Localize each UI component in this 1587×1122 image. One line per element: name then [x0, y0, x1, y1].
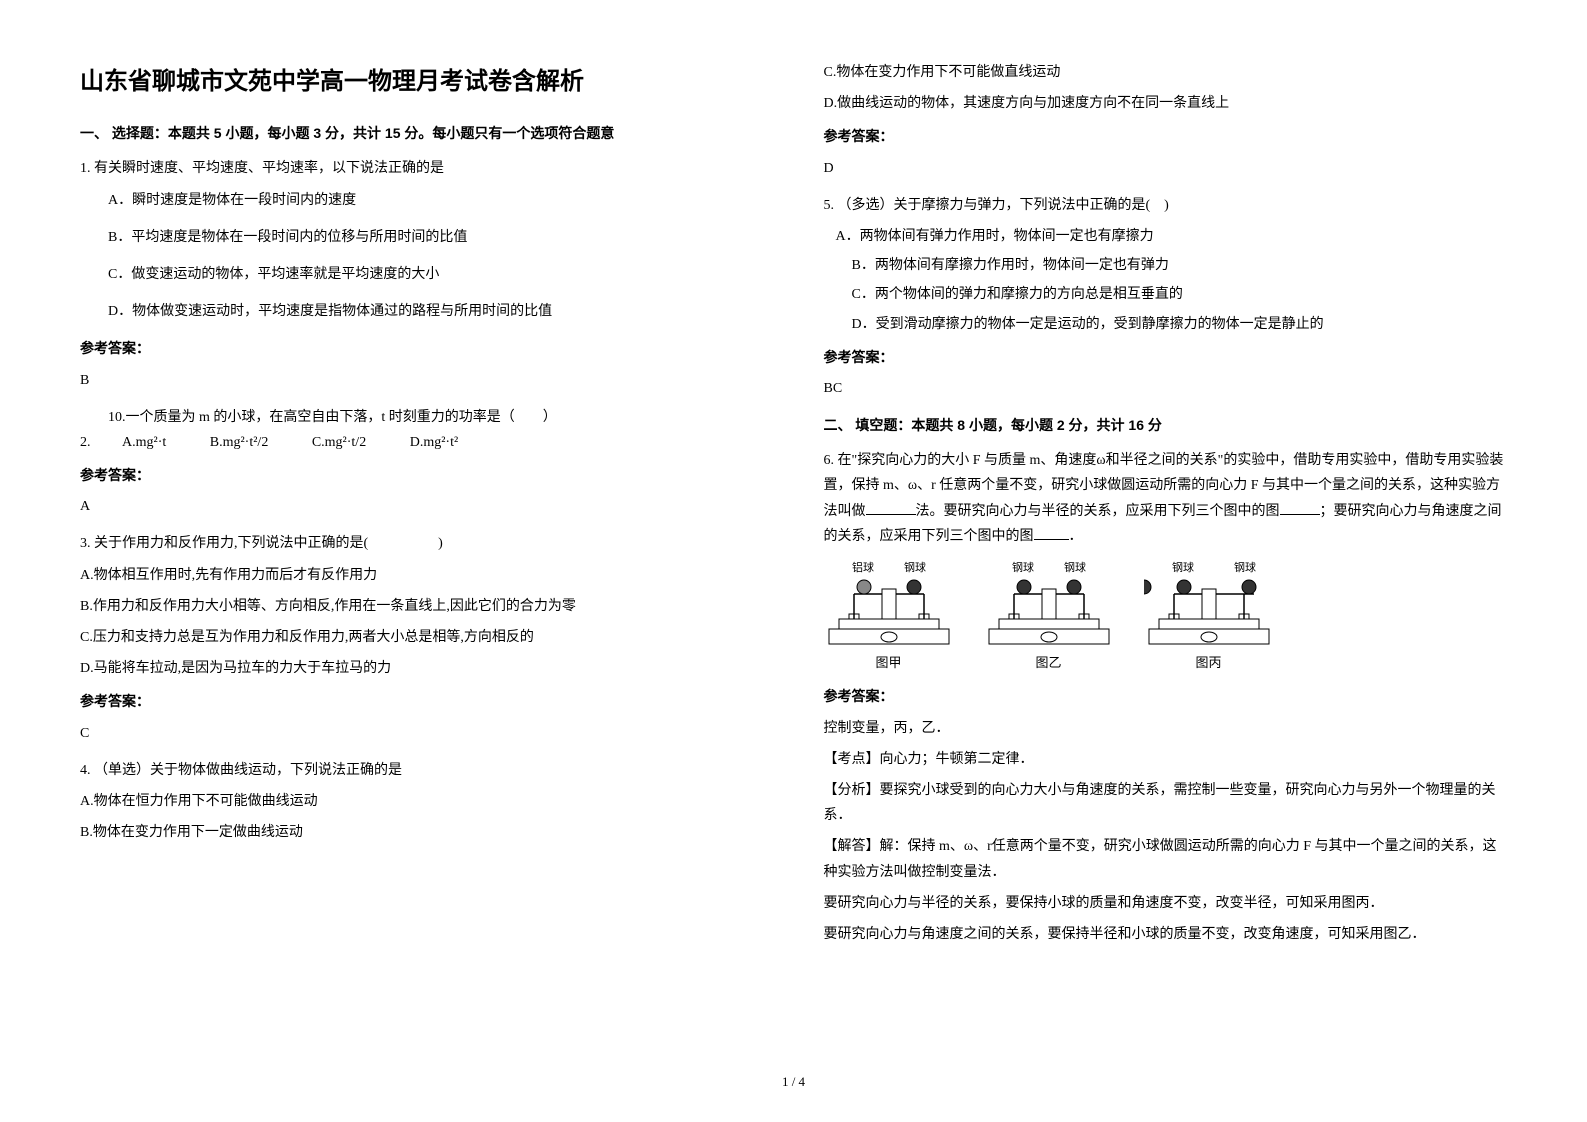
jieda-text1: 解：保持 m、ω、r任意两个量不变，研究小球做圆运动所需的向心力 F 与其中一个…	[824, 839, 1497, 879]
q6-stem-p4: ．	[1069, 529, 1083, 544]
figure-bing: 钢球 钢球 图丙	[1144, 559, 1274, 674]
q4-option-a: A.物体在恒力作用下不可能做曲线运动	[80, 789, 764, 814]
blank-3	[1034, 539, 1069, 540]
q1-option-b: B．平均速度是物体在一段时间内的位移与所用时间的比值	[108, 225, 764, 250]
q6-stem: 6. 在"探究向心力的大小 F 与质量 m、角速度ω和半径之间的关系"的实验中，…	[824, 448, 1508, 549]
blank-2	[1280, 514, 1320, 515]
section1-header: 一、 选择题：本题共 5 小题，每小题 3 分，共计 15 分。每小题只有一个选…	[80, 121, 764, 146]
q3-option-c: C.压力和支持力总是互为作用力和反作用力,两者大小总是相等,方向相反的	[80, 625, 764, 650]
svg-text:铝球: 铝球	[852, 560, 874, 574]
q2-inner-stem: 10.一个质量为 m 的小球，在高空自由下落，t 时刻重力的功率是（ ）	[108, 405, 764, 430]
apparatus-icon-2: 钢球 钢球	[984, 559, 1114, 649]
q5-option-b: B．两物体间有摩擦力作用时，物体间一定也有弹力	[852, 253, 1508, 278]
figure-jia: 铝球 钢球 图甲	[824, 559, 954, 674]
q4-option-d: D.做曲线运动的物体，其速度方向与加速度方向不在同一条直线上	[824, 91, 1508, 116]
q2-options: A.mg²·t B.mg²·t²/2 C.mg²·t/2 D.mg²·t²	[122, 435, 498, 450]
blank-1	[866, 514, 916, 515]
q5-answer: BC	[824, 376, 1508, 401]
figure-yi: 钢球 钢球 图乙	[984, 559, 1114, 674]
q6-answer-label: 参考答案：	[824, 684, 1508, 709]
q4-answer: D	[824, 156, 1508, 181]
q5-option-a: A．两物体间有弹力作用时，物体间一定也有摩擦力	[836, 224, 1508, 249]
left-column: 山东省聊城市文苑中学高一物理月考试卷含解析 一、 选择题：本题共 5 小题，每小…	[80, 60, 764, 1060]
q2-answer: A	[80, 494, 764, 519]
q3-answer-label: 参考答案：	[80, 689, 764, 714]
figure-row: 铝球 钢球 图甲	[824, 559, 1508, 674]
question-6: 6. 在"探究向心力的大小 F 与质量 m、角速度ω和半径之间的关系"的实验中，…	[824, 448, 1508, 947]
apparatus-icon-3: 钢球 钢球	[1144, 559, 1274, 649]
exam-page: 山东省聊城市文苑中学高一物理月考试卷含解析 一、 选择题：本题共 5 小题，每小…	[80, 60, 1507, 1060]
q5-answer-label: 参考答案：	[824, 345, 1508, 370]
q2-option-c: C.mg²·t/2	[312, 430, 366, 455]
q6-stem-p2: 法。要研究向心力与半径的关系，应采用下列三个图中的图	[916, 504, 1280, 519]
q2-number: 2.	[80, 430, 91, 455]
q4-option-c: C.物体在变力作用下不可能做直线运动	[824, 60, 1508, 85]
fenxi-label: 【分析】	[824, 783, 880, 798]
q3-stem: 3. 关于作用力和反作用力,下列说法中正确的是( )	[80, 531, 764, 556]
q1-option-a: A．瞬时速度是物体在一段时间内的速度	[108, 188, 764, 213]
q3-option-d: D.马能将车拉动,是因为马拉车的力大于车拉马的力	[80, 656, 764, 681]
q4-option-b: B.物体在变力作用下一定做曲线运动	[80, 820, 764, 845]
caption-yi: 图乙	[1035, 651, 1061, 674]
svg-text:钢球: 钢球	[1172, 560, 1194, 574]
fenxi-text: 要探究小球受到的向心力大小与角速度的关系，需控制一些变量，研究向心力与另外一个物…	[824, 783, 1496, 823]
question-5: 5. （多选）关于摩擦力与弹力，下列说法中正确的是( ) A．两物体间有弹力作用…	[824, 193, 1508, 401]
q4-answer-label: 参考答案：	[824, 124, 1508, 149]
q1-answer: B	[80, 368, 764, 393]
question-1: 1. 有关瞬时速度、平均速度、平均速率，以下说法正确的是 A．瞬时速度是物体在一…	[80, 156, 764, 392]
apparatus-icon-1: 铝球 钢球	[824, 559, 954, 649]
q3-answer: C	[80, 721, 764, 746]
q5-option-d: D．受到滑动摩擦力的物体一定是运动的，受到静摩擦力的物体一定是静止的	[852, 312, 1508, 337]
q1-option-d: D．物体做变速运动时，平均速度是指物体通过的路程与所用时间的比值	[108, 299, 764, 324]
q6-jieda-1: 【解答】解：保持 m、ω、r任意两个量不变，研究小球做圆运动所需的向心力 F 与…	[824, 834, 1508, 884]
page-number: 1 / 4	[80, 1070, 1507, 1093]
q5-stem: 5. （多选）关于摩擦力与弹力，下列说法中正确的是( )	[824, 193, 1508, 218]
q2-option-b: B.mg²·t²/2	[210, 430, 269, 455]
question-4-part1: 4. （单选）关于物体做曲线运动，下列说法正确的是 A.物体在恒力作用下不可能做…	[80, 758, 764, 846]
question-2: 10.一个质量为 m 的小球，在高空自由下落，t 时刻重力的功率是（ ） 2. …	[80, 405, 764, 520]
q6-jieda-2: 要研究向心力与半径的关系，要保持小球的质量和角速度不变，改变半径，可知采用图丙．	[824, 891, 1508, 916]
q3-option-b: B.作用力和反作用力大小相等、方向相反,作用在一条直线上,因此它们的合力为零	[80, 594, 764, 619]
q1-stem: 1. 有关瞬时速度、平均速度、平均速率，以下说法正确的是	[80, 156, 764, 181]
q1-option-c: C．做变速运动的物体，平均速率就是平均速度的大小	[108, 262, 764, 287]
jieda-label: 【解答】	[824, 839, 880, 854]
q6-answer: 控制变量，丙，乙．	[824, 716, 1508, 741]
q5-option-c: C．两个物体间的弹力和摩擦力的方向总是相互垂直的	[852, 282, 1508, 307]
q2-answer-label: 参考答案：	[80, 463, 764, 488]
q1-answer-label: 参考答案：	[80, 336, 764, 361]
q3-option-a: A.物体相互作用时,先有作用力而后才有反作用力	[80, 563, 764, 588]
right-column: C.物体在变力作用下不可能做直线运动 D.做曲线运动的物体，其速度方向与加速度方…	[824, 60, 1508, 1060]
kaodian-label: 【考点】	[824, 752, 880, 767]
q6-jieda-3: 要研究向心力与角速度之间的关系，要保持半径和小球的质量不变，改变角速度，可知采用…	[824, 922, 1508, 947]
q6-fenxi: 【分析】要探究小球受到的向心力大小与角速度的关系，需控制一些变量，研究向心力与另…	[824, 778, 1508, 828]
q2-option-a: A.mg²·t	[122, 430, 166, 455]
svg-text:钢球: 钢球	[1234, 560, 1256, 574]
svg-text:钢球: 钢球	[1064, 560, 1086, 574]
caption-bing: 图丙	[1195, 651, 1221, 674]
q6-kaodian: 【考点】向心力；牛顿第二定律．	[824, 747, 1508, 772]
page-title: 山东省聊城市文苑中学高一物理月考试卷含解析	[80, 60, 764, 103]
kaodian-text: 向心力；牛顿第二定律．	[880, 752, 1034, 767]
section2-header: 二、 填空题：本题共 8 小题，每小题 2 分，共计 16 分	[824, 413, 1508, 438]
svg-text:钢球: 钢球	[1012, 560, 1034, 574]
question-4-part2: C.物体在变力作用下不可能做直线运动 D.做曲线运动的物体，其速度方向与加速度方…	[824, 60, 1508, 181]
svg-text:钢球: 钢球	[904, 560, 926, 574]
q4-stem: 4. （单选）关于物体做曲线运动，下列说法正确的是	[80, 758, 764, 783]
q2-option-d: D.mg²·t²	[410, 430, 458, 455]
question-3: 3. 关于作用力和反作用力,下列说法中正确的是( ) A.物体相互作用时,先有作…	[80, 531, 764, 745]
caption-jia: 图甲	[875, 651, 901, 674]
